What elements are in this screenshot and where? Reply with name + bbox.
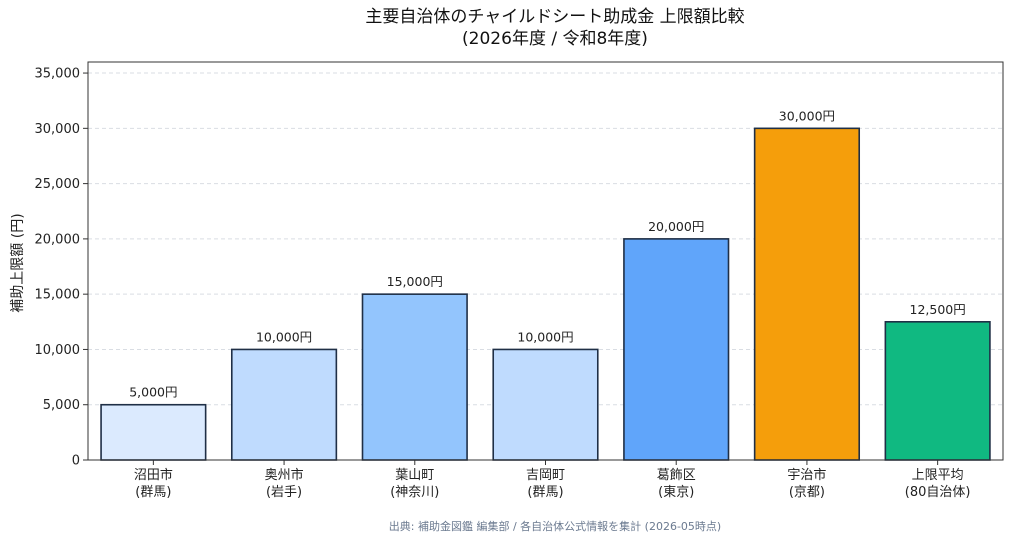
x-tick-label: 葉山町 — [395, 468, 434, 483]
bar — [492, 348, 599, 461]
y-tick-label: 20,000 — [35, 232, 81, 247]
y-tick-label: 35,000 — [35, 67, 81, 82]
bar-value-label: 20,000円 — [648, 219, 704, 234]
x-tick-label: (80自治体) — [905, 485, 971, 500]
x-tick-label: (岩手) — [266, 485, 302, 500]
bar-value-label: 15,000円 — [387, 274, 443, 289]
bar — [753, 127, 861, 461]
bar-value-label: 5,000円 — [129, 385, 177, 400]
y-tick-label: 15,000 — [35, 288, 81, 303]
y-tick-label: 25,000 — [35, 177, 81, 192]
y-tick-label: 10,000 — [35, 343, 81, 358]
x-tick-label: 葛飾区 — [657, 468, 696, 483]
y-tick-label: 30,000 — [35, 122, 81, 137]
plot-frame — [87, 61, 1004, 461]
bar-value-label: 10,000円 — [256, 329, 312, 344]
bar-value-label: 30,000円 — [779, 108, 835, 123]
x-tick-label: (京都) — [789, 485, 825, 500]
chart-subtitle: (2026年度 / 令和8年度) — [462, 29, 648, 49]
bar-value-label: 12,500円 — [910, 302, 966, 317]
bar — [884, 321, 991, 461]
x-tick-label: (神奈川) — [390, 485, 439, 500]
x-tick-label: 宇治市 — [787, 467, 826, 483]
x-tick-label: (群馬) — [135, 485, 171, 500]
value-labels: 5,000円 10,000円 15,000円 10,000円 20,000円 30,000… — [129, 108, 966, 399]
chart-title: 主要自治体のチャイルドシート助成金 上限額比較 — [365, 7, 744, 27]
bars — [100, 127, 991, 461]
bar — [230, 348, 338, 461]
x-tick-label: (東京) — [658, 484, 694, 500]
x-tick-label: 奥州市 — [265, 467, 304, 483]
bar — [623, 238, 730, 461]
bar — [100, 403, 207, 461]
x-tick-label: (群馬) — [527, 485, 563, 500]
y-axis: 0 5,000 10,000 15,000 20,000 25,000 30,000 35,0… — [35, 67, 88, 469]
x-tick-label: 上限平均 — [912, 468, 964, 483]
y-tick-label: 5,000 — [43, 398, 80, 413]
y-axis-label: 補助上限額 (円) — [10, 213, 26, 312]
y-tick-label: 0 — [72, 454, 80, 469]
x-axis: 沼田市 (群馬) 奥州市 (岩手) 葉山町 (神奈川) 吉岡町 (群馬) 葛飾区(東京) 宇治市 (… — [134, 460, 971, 500]
x-tick-label: 吉岡町 — [526, 468, 565, 483]
bar — [361, 293, 468, 461]
x-tick-label: 沼田市 — [134, 467, 173, 483]
bar-value-label: 10,000円 — [517, 329, 573, 344]
source-note: 出典: 補助金図鑑 編集部 / 各自治体公式情報を集計 (2026-05時点) — [389, 519, 721, 533]
